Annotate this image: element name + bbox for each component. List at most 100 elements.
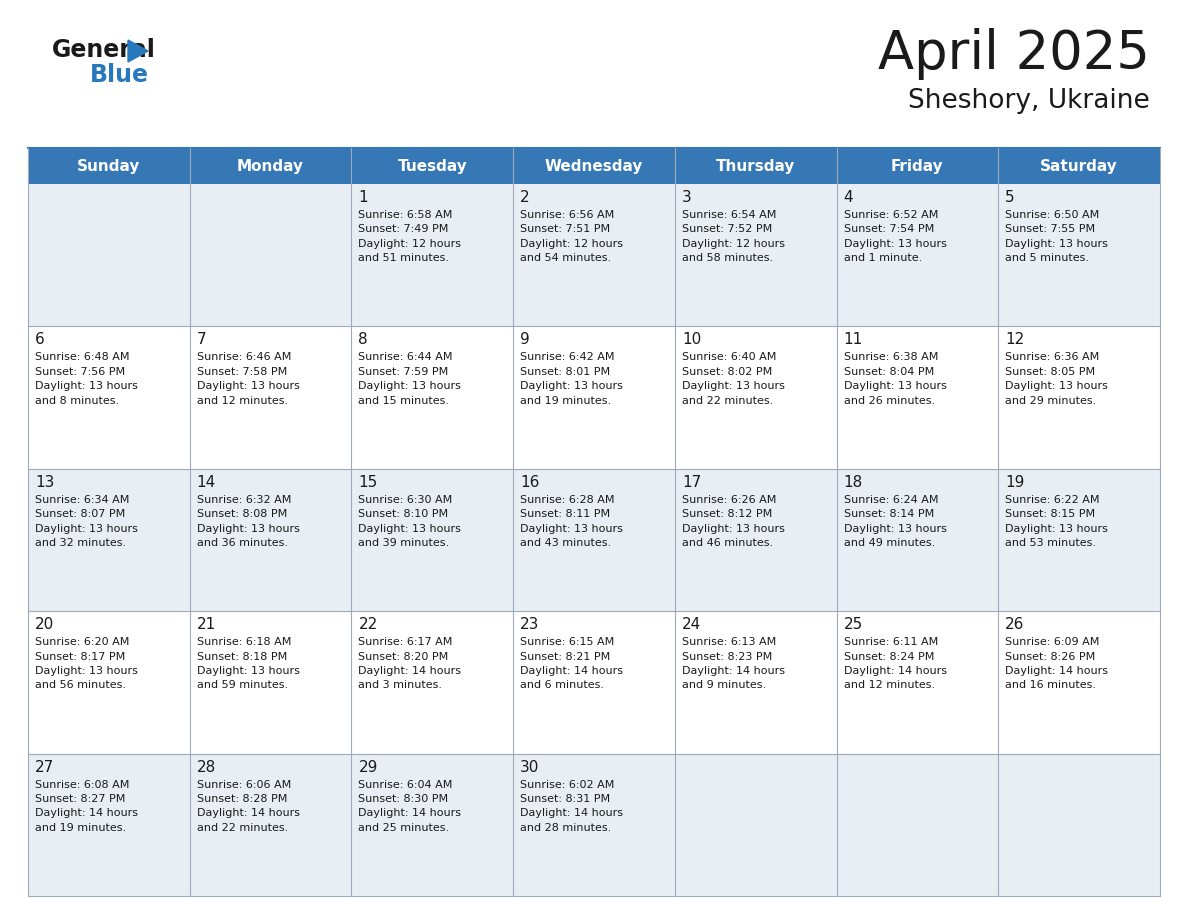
Bar xyxy=(352,469,513,611)
Text: 17: 17 xyxy=(682,475,701,490)
Bar xyxy=(998,754,1159,896)
Bar xyxy=(836,469,998,611)
Text: Sunrise: 6:20 AM
Sunset: 8:17 PM
Daylight: 13 hours
and 56 minutes.: Sunrise: 6:20 AM Sunset: 8:17 PM Dayligh… xyxy=(34,637,138,690)
Text: 25: 25 xyxy=(843,617,862,633)
Text: Sunrise: 6:52 AM
Sunset: 7:54 PM
Daylight: 13 hours
and 1 minute.: Sunrise: 6:52 AM Sunset: 7:54 PM Dayligh… xyxy=(843,210,947,263)
Text: 7: 7 xyxy=(197,332,207,347)
Text: Sunrise: 6:34 AM
Sunset: 8:07 PM
Daylight: 13 hours
and 32 minutes.: Sunrise: 6:34 AM Sunset: 8:07 PM Dayligh… xyxy=(34,495,138,548)
Text: Monday: Monday xyxy=(238,159,304,174)
Text: Sunrise: 6:15 AM
Sunset: 8:21 PM
Daylight: 14 hours
and 6 minutes.: Sunrise: 6:15 AM Sunset: 8:21 PM Dayligh… xyxy=(520,637,624,690)
Text: Sunrise: 6:24 AM
Sunset: 8:14 PM
Daylight: 13 hours
and 49 minutes.: Sunrise: 6:24 AM Sunset: 8:14 PM Dayligh… xyxy=(843,495,947,548)
Bar xyxy=(998,148,1159,184)
Text: 26: 26 xyxy=(1005,617,1025,633)
Text: Sunrise: 6:28 AM
Sunset: 8:11 PM
Daylight: 13 hours
and 43 minutes.: Sunrise: 6:28 AM Sunset: 8:11 PM Dayligh… xyxy=(520,495,623,548)
Text: Tuesday: Tuesday xyxy=(398,159,467,174)
Bar xyxy=(836,327,998,469)
Text: 18: 18 xyxy=(843,475,862,490)
Bar xyxy=(29,148,190,184)
Bar xyxy=(675,148,836,184)
Text: 21: 21 xyxy=(197,617,216,633)
Text: Sunrise: 6:09 AM
Sunset: 8:26 PM
Daylight: 14 hours
and 16 minutes.: Sunrise: 6:09 AM Sunset: 8:26 PM Dayligh… xyxy=(1005,637,1108,690)
Bar xyxy=(675,754,836,896)
Text: 20: 20 xyxy=(34,617,55,633)
Bar xyxy=(190,611,352,754)
Bar xyxy=(352,184,513,327)
Text: 28: 28 xyxy=(197,759,216,775)
Text: 27: 27 xyxy=(34,759,55,775)
Bar xyxy=(675,611,836,754)
Bar xyxy=(190,754,352,896)
Text: Blue: Blue xyxy=(90,63,148,87)
Text: Wednesday: Wednesday xyxy=(545,159,643,174)
Text: 9: 9 xyxy=(520,332,530,347)
Bar xyxy=(836,611,998,754)
Text: 23: 23 xyxy=(520,617,539,633)
Text: 30: 30 xyxy=(520,759,539,775)
Text: Sunrise: 6:58 AM
Sunset: 7:49 PM
Daylight: 12 hours
and 51 minutes.: Sunrise: 6:58 AM Sunset: 7:49 PM Dayligh… xyxy=(359,210,461,263)
Text: Saturday: Saturday xyxy=(1041,159,1118,174)
Bar xyxy=(998,611,1159,754)
Text: Sunrise: 6:50 AM
Sunset: 7:55 PM
Daylight: 13 hours
and 5 minutes.: Sunrise: 6:50 AM Sunset: 7:55 PM Dayligh… xyxy=(1005,210,1108,263)
Text: Sunrise: 6:26 AM
Sunset: 8:12 PM
Daylight: 13 hours
and 46 minutes.: Sunrise: 6:26 AM Sunset: 8:12 PM Dayligh… xyxy=(682,495,785,548)
Text: Sheshory, Ukraine: Sheshory, Ukraine xyxy=(909,88,1150,114)
Text: General: General xyxy=(52,38,156,62)
Bar xyxy=(29,184,190,327)
Bar xyxy=(352,327,513,469)
Text: Sunrise: 6:42 AM
Sunset: 8:01 PM
Daylight: 13 hours
and 19 minutes.: Sunrise: 6:42 AM Sunset: 8:01 PM Dayligh… xyxy=(520,353,623,406)
Text: 13: 13 xyxy=(34,475,55,490)
Text: Sunrise: 6:11 AM
Sunset: 8:24 PM
Daylight: 14 hours
and 12 minutes.: Sunrise: 6:11 AM Sunset: 8:24 PM Dayligh… xyxy=(843,637,947,690)
Text: Sunrise: 6:46 AM
Sunset: 7:58 PM
Daylight: 13 hours
and 12 minutes.: Sunrise: 6:46 AM Sunset: 7:58 PM Dayligh… xyxy=(197,353,299,406)
Text: 6: 6 xyxy=(34,332,45,347)
Bar xyxy=(513,754,675,896)
Text: 22: 22 xyxy=(359,617,378,633)
Bar xyxy=(190,327,352,469)
Text: 10: 10 xyxy=(682,332,701,347)
Bar xyxy=(836,184,998,327)
Text: 15: 15 xyxy=(359,475,378,490)
Text: 1: 1 xyxy=(359,190,368,205)
Text: 16: 16 xyxy=(520,475,539,490)
Text: 12: 12 xyxy=(1005,332,1024,347)
Text: Sunrise: 6:22 AM
Sunset: 8:15 PM
Daylight: 13 hours
and 53 minutes.: Sunrise: 6:22 AM Sunset: 8:15 PM Dayligh… xyxy=(1005,495,1108,548)
Bar xyxy=(513,469,675,611)
Text: Sunrise: 6:48 AM
Sunset: 7:56 PM
Daylight: 13 hours
and 8 minutes.: Sunrise: 6:48 AM Sunset: 7:56 PM Dayligh… xyxy=(34,353,138,406)
Text: Sunrise: 6:44 AM
Sunset: 7:59 PM
Daylight: 13 hours
and 15 minutes.: Sunrise: 6:44 AM Sunset: 7:59 PM Dayligh… xyxy=(359,353,461,406)
Bar xyxy=(998,327,1159,469)
Bar xyxy=(675,469,836,611)
Text: 3: 3 xyxy=(682,190,691,205)
Text: Thursday: Thursday xyxy=(716,159,796,174)
Text: 11: 11 xyxy=(843,332,862,347)
Bar xyxy=(190,148,352,184)
Text: Sunrise: 6:06 AM
Sunset: 8:28 PM
Daylight: 14 hours
and 22 minutes.: Sunrise: 6:06 AM Sunset: 8:28 PM Dayligh… xyxy=(197,779,299,833)
Text: Sunrise: 6:40 AM
Sunset: 8:02 PM
Daylight: 13 hours
and 22 minutes.: Sunrise: 6:40 AM Sunset: 8:02 PM Dayligh… xyxy=(682,353,785,406)
Text: Sunrise: 6:30 AM
Sunset: 8:10 PM
Daylight: 13 hours
and 39 minutes.: Sunrise: 6:30 AM Sunset: 8:10 PM Dayligh… xyxy=(359,495,461,548)
Bar xyxy=(29,327,190,469)
Text: April 2025: April 2025 xyxy=(878,28,1150,80)
Bar xyxy=(836,148,998,184)
Bar xyxy=(29,611,190,754)
Text: 8: 8 xyxy=(359,332,368,347)
Bar xyxy=(513,327,675,469)
Text: Sunrise: 6:13 AM
Sunset: 8:23 PM
Daylight: 14 hours
and 9 minutes.: Sunrise: 6:13 AM Sunset: 8:23 PM Dayligh… xyxy=(682,637,785,690)
Bar xyxy=(675,184,836,327)
Text: Friday: Friday xyxy=(891,159,943,174)
Text: Sunrise: 6:56 AM
Sunset: 7:51 PM
Daylight: 12 hours
and 54 minutes.: Sunrise: 6:56 AM Sunset: 7:51 PM Dayligh… xyxy=(520,210,624,263)
Text: 24: 24 xyxy=(682,617,701,633)
Text: Sunrise: 6:04 AM
Sunset: 8:30 PM
Daylight: 14 hours
and 25 minutes.: Sunrise: 6:04 AM Sunset: 8:30 PM Dayligh… xyxy=(359,779,461,833)
Text: Sunrise: 6:36 AM
Sunset: 8:05 PM
Daylight: 13 hours
and 29 minutes.: Sunrise: 6:36 AM Sunset: 8:05 PM Dayligh… xyxy=(1005,353,1108,406)
Text: Sunrise: 6:02 AM
Sunset: 8:31 PM
Daylight: 14 hours
and 28 minutes.: Sunrise: 6:02 AM Sunset: 8:31 PM Dayligh… xyxy=(520,779,624,833)
Bar xyxy=(352,148,513,184)
Polygon shape xyxy=(128,40,148,62)
Bar xyxy=(513,148,675,184)
Text: Sunrise: 6:08 AM
Sunset: 8:27 PM
Daylight: 14 hours
and 19 minutes.: Sunrise: 6:08 AM Sunset: 8:27 PM Dayligh… xyxy=(34,779,138,833)
Text: Sunrise: 6:17 AM
Sunset: 8:20 PM
Daylight: 14 hours
and 3 minutes.: Sunrise: 6:17 AM Sunset: 8:20 PM Dayligh… xyxy=(359,637,461,690)
Bar xyxy=(29,754,190,896)
Text: Sunrise: 6:54 AM
Sunset: 7:52 PM
Daylight: 12 hours
and 58 minutes.: Sunrise: 6:54 AM Sunset: 7:52 PM Dayligh… xyxy=(682,210,785,263)
Text: 14: 14 xyxy=(197,475,216,490)
Text: 19: 19 xyxy=(1005,475,1025,490)
Bar xyxy=(352,611,513,754)
Bar xyxy=(998,469,1159,611)
Bar xyxy=(513,184,675,327)
Text: Sunday: Sunday xyxy=(77,159,140,174)
Text: 2: 2 xyxy=(520,190,530,205)
